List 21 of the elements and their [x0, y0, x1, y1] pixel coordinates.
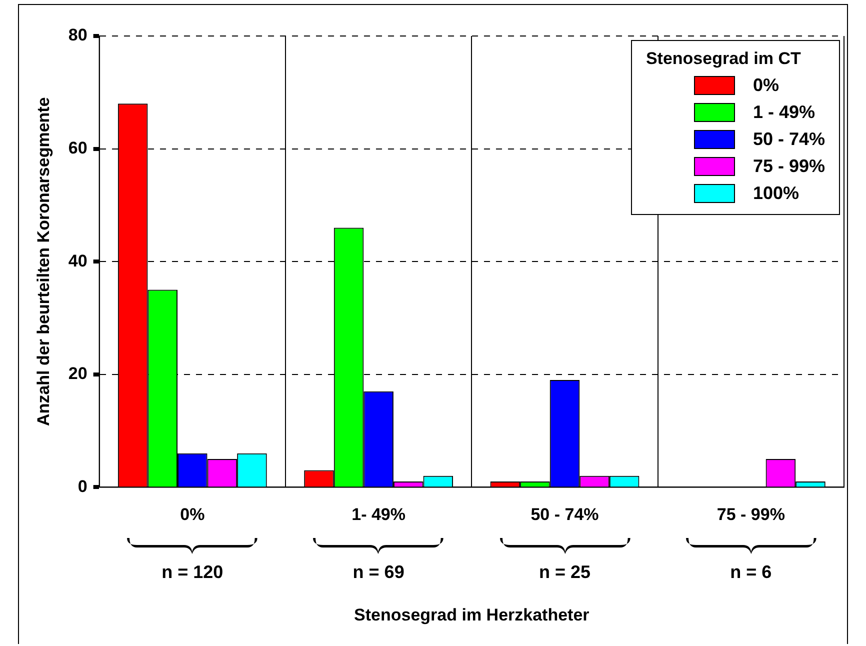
text: n = 69 — [352, 562, 404, 582]
y-tick-label: 20 — [68, 364, 88, 384]
legend-label: 50 - 74% — [752, 129, 825, 150]
legend-title: Stenosegrad im CT — [646, 49, 802, 69]
legend-label: 100% — [752, 183, 799, 204]
legend-label: 75 - 99% — [752, 156, 825, 177]
text: n = 6 — [730, 562, 772, 582]
y-tick-label: 80 — [68, 26, 88, 45]
text: n = 120 — [162, 562, 224, 582]
y-tick-label: 60 — [68, 138, 88, 158]
x-tick-label: 1- 49% — [352, 505, 406, 524]
y-tick-label: 40 — [68, 251, 88, 270]
legend-label: 1 - 49% — [752, 102, 815, 123]
x-tick-label: 75 - 99% — [716, 505, 785, 524]
x-tick-label: 0% — [180, 505, 205, 524]
legend-label: 0% — [752, 75, 779, 96]
y-tick-label: 0 — [78, 476, 88, 496]
x-tick-label: 50 - 74% — [530, 505, 599, 524]
text: n = 25 — [538, 562, 591, 582]
x-axis-title: Stenosegrad im Herzkatheter — [354, 605, 590, 624]
y-axis-title: Anzahl der beurteilten Koronarsegmente — [34, 97, 53, 426]
